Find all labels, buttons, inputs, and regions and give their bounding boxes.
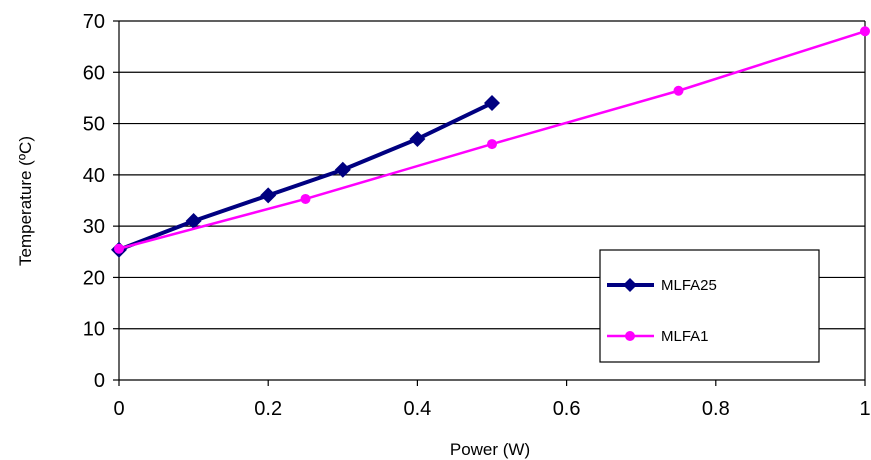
legend-item-mlfa25: MLFA25 xyxy=(607,277,717,294)
y-tick-label: 0 xyxy=(94,370,105,392)
legend-item-mlfa1: MLFA1 xyxy=(607,328,709,345)
axes xyxy=(113,20,866,386)
x-tick-label: 0.8 xyxy=(702,398,730,420)
data-point-circle xyxy=(673,85,684,96)
data-point-diamond xyxy=(185,213,202,230)
y-tick-label: 50 xyxy=(83,114,105,136)
y-tick-label: 70 xyxy=(83,11,105,33)
y-tick-label: 30 xyxy=(83,216,105,238)
y-axis-title: Temperature (ºC) xyxy=(16,136,35,266)
x-tick-label: 0.6 xyxy=(553,398,581,420)
series-mlfa1 xyxy=(114,26,870,254)
data-point-diamond xyxy=(334,161,351,178)
data-point-circle xyxy=(860,26,870,37)
legend-box xyxy=(599,249,820,363)
series-mlfa25 xyxy=(111,95,500,258)
y-tick-label: 40 xyxy=(83,165,105,187)
series-line xyxy=(118,101,493,252)
x-tick-label: 0.4 xyxy=(403,398,431,420)
x-tick-label: 0.2 xyxy=(254,398,282,420)
x-tick-labels: 0 0.2 0.4 0.6 0.8 1 xyxy=(113,398,870,420)
x-tick-label: 1 xyxy=(859,398,870,420)
data-point-diamond xyxy=(260,187,277,204)
data-point-diamond xyxy=(484,95,500,112)
y-tick-label: 10 xyxy=(83,319,105,341)
data-point-circle xyxy=(487,139,497,150)
y-tick-label: 20 xyxy=(83,267,105,289)
series-layer xyxy=(111,26,870,258)
y-tick-label: 60 xyxy=(83,62,105,84)
legend-label: MLFA25 xyxy=(661,277,717,294)
data-point-diamond xyxy=(623,278,637,292)
legend-label: MLFA1 xyxy=(661,328,709,345)
y-tick-labels: 0 10 20 30 40 50 60 70 xyxy=(83,11,105,392)
data-point-circle xyxy=(625,331,635,341)
data-point-diamond xyxy=(409,130,426,147)
x-axis-title: Power (W) xyxy=(450,440,530,459)
gridlines xyxy=(119,20,866,380)
x-tick-label: 0 xyxy=(113,398,124,420)
legend: MLFA25 MLFA1 xyxy=(599,249,820,363)
data-point-circle xyxy=(300,193,311,204)
data-point-circle xyxy=(114,243,124,254)
